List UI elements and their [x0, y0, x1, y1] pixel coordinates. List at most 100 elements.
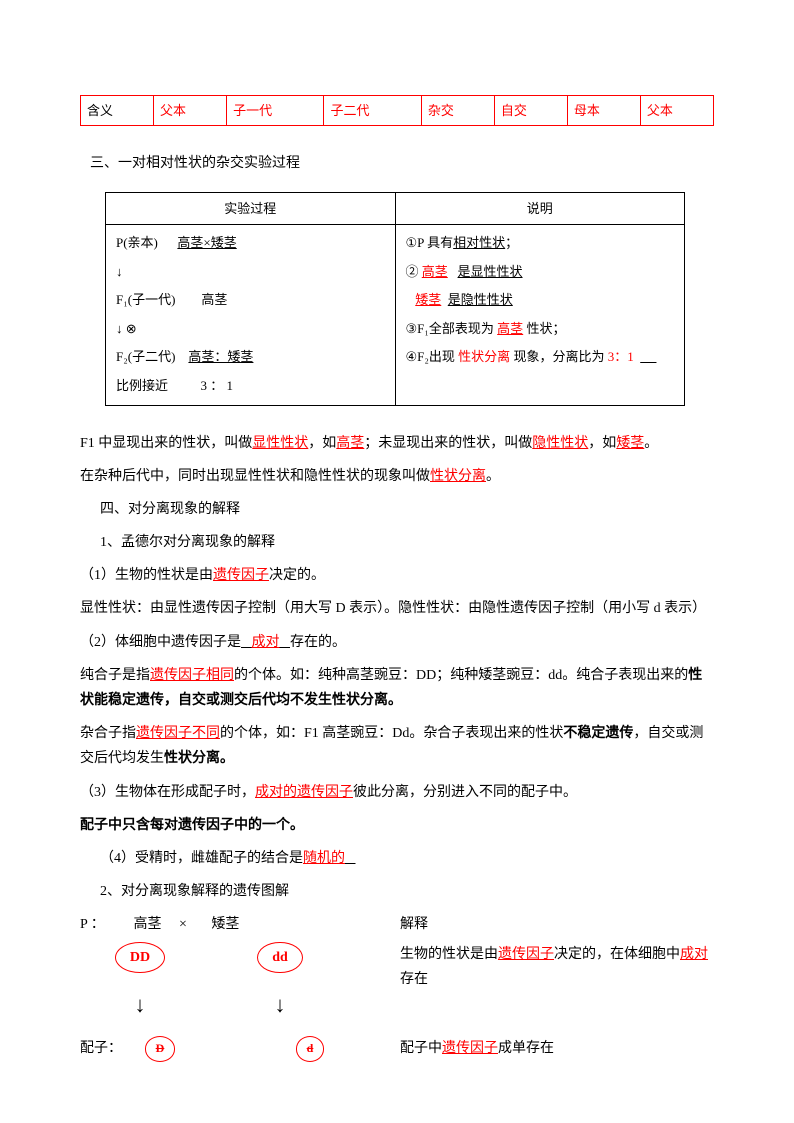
- t: 遗传因子: [498, 947, 554, 962]
- cell: 子一代: [227, 96, 324, 126]
- section-3-title: 三、一对相对性状的杂交实验过程: [90, 151, 714, 176]
- ratio-val: 3 ： 1: [201, 378, 234, 393]
- para-segregation: 在杂种后代中，同时出现显性性状和隐性性状的现象叫做性状分离。: [80, 464, 714, 489]
- t: 彼此分离，分别进入不同的配子中。: [353, 785, 577, 800]
- cell: 父本: [640, 96, 713, 126]
- genotype-dd: dd: [257, 942, 303, 973]
- p8: （4）受精时，雌雄配子的结合是随机的: [80, 846, 714, 871]
- r5d: 3：1: [608, 349, 634, 364]
- t: 存在: [400, 972, 428, 987]
- cell: 杂交: [421, 96, 494, 126]
- r2a: ②: [406, 264, 419, 279]
- r2b: 高茎: [422, 264, 448, 279]
- p4: 纯合子是指遗传因子相同的个体。如：纯种高茎豌豆：DD；纯种矮茎豌豆：dd。纯合子…: [80, 663, 714, 713]
- col-header: 实验过程: [106, 192, 396, 224]
- explain-header: 解释: [400, 917, 428, 932]
- t: 决定的，在体细胞中: [554, 947, 680, 962]
- genotype-DD: DD: [115, 942, 165, 973]
- t: 在杂种后代中，同时出现显性性状和隐性性状的现象叫做: [80, 469, 430, 484]
- tall-label: 高茎: [134, 917, 162, 932]
- cell: 父本: [154, 96, 227, 126]
- t: 配子中: [400, 1041, 442, 1056]
- t: （4）受精时，雌雄配子的结合是: [100, 851, 303, 866]
- t: （1）生物的性状是由: [80, 568, 213, 583]
- blank: [280, 635, 291, 650]
- blank: [345, 851, 356, 866]
- t: 决定的。: [269, 568, 325, 583]
- t: 存在的。: [290, 635, 346, 650]
- t: F1 中显现出来的性状，叫做: [80, 436, 252, 451]
- t: 遗传因子不同: [136, 726, 220, 741]
- t: ，如: [588, 436, 616, 451]
- t: 显性性状: [252, 436, 308, 451]
- t: 隐性性状: [532, 436, 588, 451]
- r5a: ④F₂出现: [406, 349, 455, 364]
- p5: 杂合子指遗传因子不同的个体，如：F1 高茎豌豆：Dd。杂合子表现出来的性状不稳定…: [80, 721, 714, 771]
- p-label: P(亲本): [116, 235, 158, 250]
- r4a: ③F₁全部表现为: [406, 321, 494, 336]
- t: 成单存在: [498, 1041, 554, 1056]
- r3b: 是隐性性状: [448, 292, 513, 307]
- t: 。: [644, 436, 658, 451]
- p-label: P ：: [80, 912, 130, 937]
- t: 遗传因子相同: [150, 668, 234, 683]
- r5b: 性状分离: [458, 343, 510, 372]
- gamete-d: d: [296, 1036, 325, 1062]
- p1: （1）生物的性状是由遗传因子决定的。: [80, 563, 714, 588]
- t: （2）体细胞中遗传因子是: [80, 635, 241, 650]
- gamete-D: D: [145, 1036, 176, 1062]
- cross-symbol: ×: [179, 917, 187, 932]
- t: 成对: [680, 947, 708, 962]
- arrow-down-icon: ↓: [110, 994, 170, 1016]
- meaning-table: 含义 父本 子一代 子二代 杂交 自交 母本 父本: [80, 95, 714, 126]
- blank: [640, 349, 656, 364]
- r2c: 是显性性状: [458, 264, 523, 279]
- t: （3）生物体在形成配子时，: [80, 785, 255, 800]
- genetic-diagram: P ： 高茎 × 矮茎 解释 DD dd 生物的性状是由遗传因子决定的，在体细胞…: [80, 912, 714, 1061]
- t: 遗传因子: [442, 1041, 498, 1056]
- f2-label: F₂(子二代): [116, 349, 175, 364]
- t: 杂合子指: [80, 726, 136, 741]
- cell: 含义: [81, 96, 154, 126]
- f2-val: 高茎：矮茎: [188, 349, 253, 364]
- experiment-table: 实验过程 说明 P(亲本) 高茎×矮茎 ↓ F₁(子一代) 高茎 ↓ ⊗ F₂(…: [105, 192, 685, 406]
- r4b: 高茎: [497, 321, 523, 336]
- r5c: 现象，分离比为: [513, 349, 604, 364]
- t: 成对: [252, 635, 280, 650]
- p3: （2）体细胞中遗传因子是 成对 存在的。: [80, 630, 714, 655]
- p7: 配子中只含每对遗传因子中的一个。: [80, 813, 714, 838]
- arrow-down-icon: ↓: [250, 994, 310, 1016]
- cell: 子二代: [324, 96, 421, 126]
- sec4-s2: 2、对分离现象解释的遗传图解: [80, 879, 714, 904]
- t: 纯合子是指: [80, 668, 150, 683]
- t: 性状分离: [430, 469, 486, 484]
- short-label: 矮茎: [211, 917, 239, 932]
- r1: ①P 具有相对性状；: [406, 235, 519, 250]
- t: ；未显现出来的性状，叫做: [364, 436, 532, 451]
- experiment-explain: ①P 具有相对性状； ② 高茎 是显性性状 矮茎 是隐性性状 ③F₁全部表现为 …: [395, 224, 685, 405]
- ratio-label: 比例接近: [116, 378, 168, 393]
- cell: 自交: [494, 96, 567, 126]
- cell: 母本: [567, 96, 640, 126]
- t: 遗传因子: [213, 568, 269, 583]
- t: 高茎: [336, 436, 364, 451]
- self-symbol: ↓ ⊗: [116, 321, 137, 336]
- t: 成对的遗传因子: [255, 785, 353, 800]
- arrow-icon: ↓: [116, 264, 123, 279]
- para-f1: F1 中显现出来的性状，叫做显性性状，如高茎；未显现出来的性状，叫做隐性性状，如…: [80, 431, 714, 456]
- sec4-s1: 1、孟德尔对分离现象的解释: [80, 530, 714, 555]
- experiment-process: P(亲本) 高茎×矮茎 ↓ F₁(子一代) 高茎 ↓ ⊗ F₂(子二代) 高茎：…: [106, 224, 396, 405]
- t: 随机的: [303, 851, 345, 866]
- cross-text: 高茎×矮茎: [177, 235, 236, 250]
- t: ，如: [308, 436, 336, 451]
- r3a: 矮茎: [415, 292, 441, 307]
- blank: [241, 635, 252, 650]
- col-header: 说明: [395, 192, 685, 224]
- gamete-label: 配子：: [80, 1036, 130, 1061]
- f1-label: F₁(子一代): [116, 292, 175, 307]
- p6: （3）生物体在形成配子时，成对的遗传因子彼此分离，分别进入不同的配子中。: [80, 780, 714, 805]
- t: 。: [486, 469, 500, 484]
- p2: 显性性状：由显性遗传因子控制（用大写 D 表示）。隐性性状：由隐性遗传因子控制（…: [80, 596, 714, 621]
- f1-val: 高茎: [201, 292, 227, 307]
- r4c: 性状；: [526, 321, 565, 336]
